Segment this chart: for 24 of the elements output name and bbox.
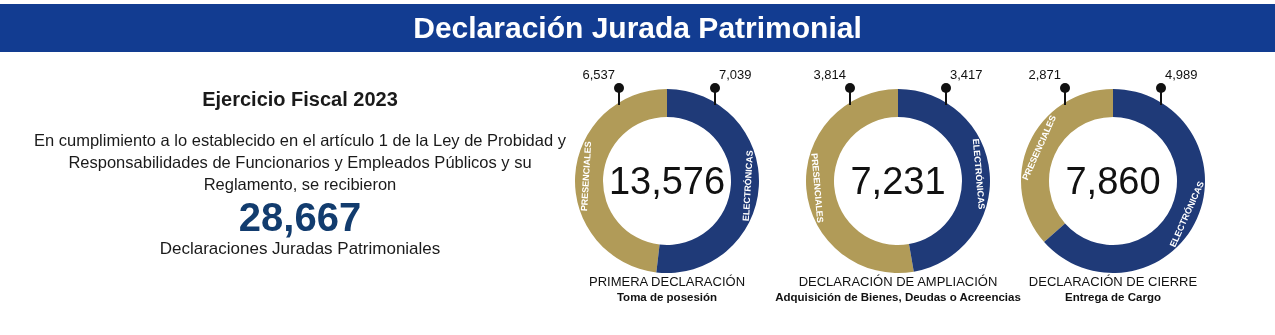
slice-label: ELECTRÓNICAS bbox=[739, 149, 755, 222]
text: Ejercicio Fiscal 2023 bbox=[201, 88, 399, 111]
text: DECLARACIÓN DE AMPLIACIÓN bbox=[798, 274, 998, 289]
text: 7,860 bbox=[1065, 160, 1161, 202]
slice-label: PRESENCIALES bbox=[579, 141, 594, 212]
slice-label: PRESENCIALES bbox=[809, 152, 826, 224]
text: Toma de posesión bbox=[616, 291, 718, 303]
text: Declaraciones Juradas Patrimoniales bbox=[158, 239, 442, 259]
text: Entrega de Cargo bbox=[1065, 291, 1161, 303]
slice-label: ELECTRÓNICAS bbox=[970, 138, 988, 210]
data-label: 4,989 bbox=[1165, 67, 1198, 82]
data-label: 3,814 bbox=[813, 67, 846, 82]
data-label: 3,417 bbox=[950, 67, 983, 82]
text: Adquisición de Bienes, Deudas o Acreencias bbox=[775, 291, 1021, 303]
text: 7,231 bbox=[850, 160, 946, 202]
text: 28,667 bbox=[237, 195, 363, 239]
data-label: 6,537 bbox=[582, 67, 615, 82]
text: En cumplimiento a lo establecido en el artículo 1 de la Ley de Probidad y Responsabilidades de Funcionarios y Empleados Públicos y su Reglamento, se recibieron bbox=[33, 130, 567, 195]
text: Declaración Jurada Patrimonial bbox=[0, 4, 1275, 52]
text: DECLARACIÓN DE CIERRE bbox=[1028, 274, 1198, 289]
data-label: 7,039 bbox=[719, 67, 752, 82]
data-label: 2,871 bbox=[1028, 67, 1061, 82]
text: 13,576 bbox=[608, 160, 726, 202]
text: PRIMERA DECLARACIÓN bbox=[588, 274, 746, 289]
